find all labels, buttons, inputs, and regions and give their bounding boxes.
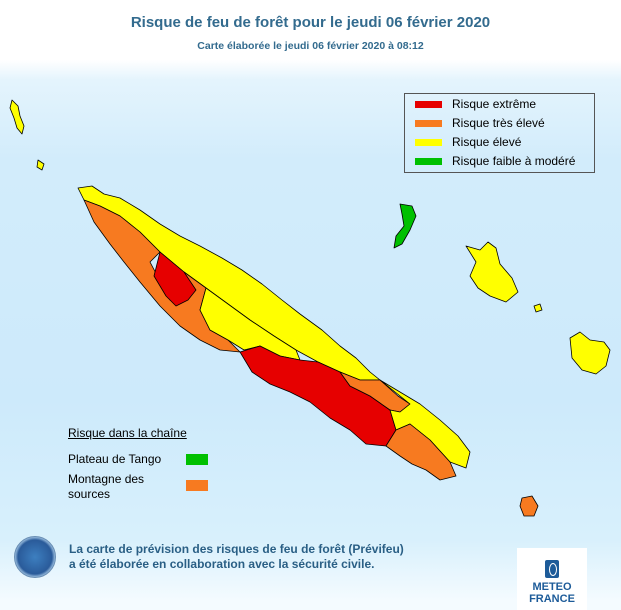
legend-swatch: [415, 100, 442, 108]
legend-swatch: [415, 157, 442, 165]
region-small-islet: [36, 159, 45, 171]
legend-label: Risque faible à modéré: [452, 154, 576, 168]
chain-label: Montagne des sources: [68, 472, 145, 501]
chain-item-sources: Montagne des sources: [68, 472, 208, 504]
chain-item-tango: Plateau de Tango: [68, 452, 208, 468]
chain-swatch: [186, 480, 208, 491]
legend-item-extreme: Risque extrême: [415, 97, 536, 111]
legend-item-faible: Risque faible à modéré: [415, 154, 575, 168]
region-tiga: [533, 303, 543, 313]
footer-line-1: La carte de prévision des risques de feu…: [69, 542, 404, 556]
meteo-text: METEO: [532, 581, 572, 593]
footer-line-2: a été élaborée en collaboration avec la …: [69, 557, 375, 571]
region-red-west: [153, 251, 197, 307]
region-ile-des-pins: [519, 495, 539, 517]
legend-label: Risque extrême: [452, 97, 537, 111]
chain-swatch: [186, 454, 208, 465]
page-subtitle: Carte élaborée le jeudi 06 février 2020 …: [197, 40, 424, 52]
region-belep: [9, 99, 25, 135]
chain-risk-legend: Risque dans la chaîne Plateau de Tango M…: [68, 426, 208, 504]
legend-item-eleve: Risque élevé: [415, 135, 521, 149]
chain-label: Plateau de Tango: [68, 452, 162, 466]
france-text: FRANCE: [529, 593, 575, 605]
legend-label: Risque très élevé: [452, 116, 545, 130]
legend-item-tres-eleve: Risque très élevé: [415, 116, 545, 130]
meteo-france-icon: [545, 560, 559, 578]
risk-legend: Risque extrême Risque très élevé Risque …: [404, 93, 595, 173]
legend-label: Risque élevé: [452, 135, 522, 149]
meteo-france-logo: METEO FRANCE: [517, 548, 587, 610]
securite-civile-logo: [14, 536, 56, 578]
region-south-orange: [385, 423, 457, 481]
region-mare: [569, 331, 611, 375]
chain-title: Risque dans la chaîne: [68, 426, 187, 440]
region-lifou: [465, 241, 519, 303]
region-ouvea: [393, 203, 417, 249]
footer-note: La carte de prévision des risques de feu…: [69, 542, 404, 572]
legend-swatch: [415, 119, 442, 127]
page-title: Risque de feu de forêt pour le jeudi 06 …: [130, 14, 491, 31]
legend-swatch: [415, 138, 442, 146]
